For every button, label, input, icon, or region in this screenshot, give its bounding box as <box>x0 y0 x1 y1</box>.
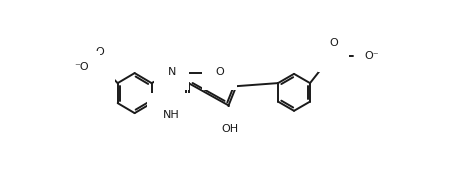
Text: ⁻O: ⁻O <box>74 62 88 72</box>
Text: OH: OH <box>221 123 238 133</box>
Text: +: + <box>100 57 107 66</box>
Text: N: N <box>328 51 337 61</box>
Text: NH: NH <box>163 110 179 120</box>
Text: O: O <box>96 47 104 57</box>
Text: +: + <box>333 48 340 57</box>
Text: O: O <box>328 38 337 48</box>
Text: O⁻: O⁻ <box>364 51 379 61</box>
Text: N: N <box>167 67 175 77</box>
Text: N: N <box>96 60 104 70</box>
Text: O: O <box>215 67 223 77</box>
